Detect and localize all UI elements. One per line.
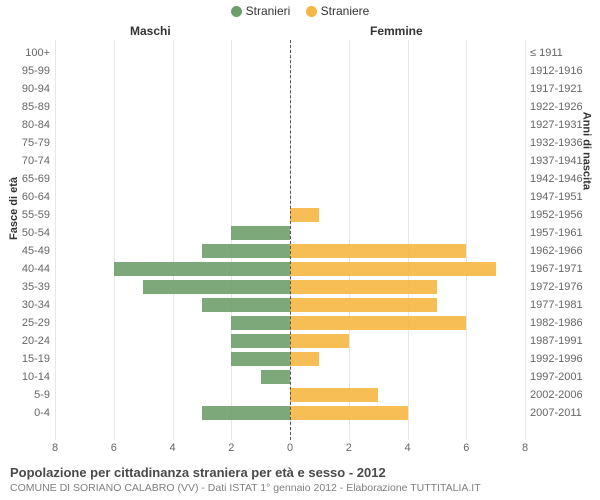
- x-tick: 8: [52, 442, 58, 454]
- bar-female: [290, 298, 437, 312]
- birth-label: 1932-1936: [530, 134, 583, 152]
- grid-line: [525, 40, 526, 440]
- bar-male: [114, 262, 290, 276]
- birth-label: 1977-1981: [530, 296, 583, 314]
- birth-label: 1942-1946: [530, 170, 583, 188]
- bar-female: [290, 244, 466, 258]
- col-title-left: Maschi: [130, 24, 171, 38]
- age-label: 0-4: [10, 404, 50, 422]
- bar-female: [290, 280, 437, 294]
- age-label: 60-64: [10, 188, 50, 206]
- footer: Popolazione per cittadinanza straniera p…: [10, 465, 590, 494]
- age-label: 75-79: [10, 134, 50, 152]
- x-tick: 4: [404, 442, 410, 454]
- x-tick: 8: [522, 442, 528, 454]
- bar-female: [290, 316, 466, 330]
- legend-label-male: Stranieri: [246, 4, 291, 18]
- birth-label: 1997-2001: [530, 368, 583, 386]
- birth-label: 2002-2006: [530, 386, 583, 404]
- x-tick: 2: [346, 442, 352, 454]
- footer-sub: COMUNE DI SORIANO CALABRO (VV) - Dati IS…: [10, 482, 590, 494]
- bar-male: [231, 334, 290, 348]
- birth-label: 1967-1971: [530, 260, 583, 278]
- legend-item-female: Straniere: [306, 4, 370, 18]
- age-label: 10-14: [10, 368, 50, 386]
- legend-swatch-male: [231, 6, 242, 17]
- col-title-right: Femmine: [370, 24, 423, 38]
- birth-label: 1947-1951: [530, 188, 583, 206]
- birth-label: 1927-1931: [530, 116, 583, 134]
- age-label: 30-34: [10, 296, 50, 314]
- birth-label: 1962-1966: [530, 242, 583, 260]
- x-tick: 2: [228, 442, 234, 454]
- x-tick: 0: [287, 442, 293, 454]
- birth-label: 1957-1961: [530, 224, 583, 242]
- age-label: 50-54: [10, 224, 50, 242]
- bar-female: [290, 352, 319, 366]
- bar-female: [290, 208, 319, 222]
- bar-male: [261, 370, 290, 384]
- center-line: [290, 40, 291, 440]
- birth-label: 1912-1916: [530, 62, 583, 80]
- age-label: 70-74: [10, 152, 50, 170]
- age-label: 95-99: [10, 62, 50, 80]
- age-label: 80-84: [10, 116, 50, 134]
- birth-label: 1987-1991: [530, 332, 583, 350]
- birth-label: 1992-1996: [530, 350, 583, 368]
- age-label: 65-69: [10, 170, 50, 188]
- age-label: 55-59: [10, 206, 50, 224]
- age-label: 100+: [10, 44, 50, 62]
- bar-male: [202, 298, 290, 312]
- bar-male: [231, 352, 290, 366]
- birth-label: 1917-1921: [530, 80, 583, 98]
- age-label: 20-24: [10, 332, 50, 350]
- age-label: 25-29: [10, 314, 50, 332]
- bar-female: [290, 388, 378, 402]
- age-label: 90-94: [10, 80, 50, 98]
- birth-label: 2007-2011: [530, 404, 582, 422]
- x-tick: 6: [463, 442, 469, 454]
- legend: Stranieri Straniere: [0, 4, 600, 20]
- legend-item-male: Stranieri: [231, 4, 291, 18]
- birth-label: 1937-1941: [530, 152, 583, 170]
- bar-female: [290, 334, 349, 348]
- age-label: 35-39: [10, 278, 50, 296]
- age-label: 40-44: [10, 260, 50, 278]
- bar-female: [290, 262, 496, 276]
- age-label: 15-19: [10, 350, 50, 368]
- age-label: 85-89: [10, 98, 50, 116]
- x-tick: 4: [169, 442, 175, 454]
- bar-male: [202, 244, 290, 258]
- birth-label: 1982-1986: [530, 314, 583, 332]
- bar-male: [143, 280, 290, 294]
- footer-title: Popolazione per cittadinanza straniera p…: [10, 465, 590, 480]
- legend-label-female: Straniere: [321, 4, 370, 18]
- bar-female: [290, 406, 408, 420]
- birth-label: 1922-1926: [530, 98, 583, 116]
- bar-male: [202, 406, 290, 420]
- chart-container: Stranieri Straniere Maschi Femmine Fasce…: [0, 0, 600, 500]
- birth-label: 1972-1976: [530, 278, 583, 296]
- birth-label: 1952-1956: [530, 206, 583, 224]
- bar-male: [231, 316, 290, 330]
- x-tick: 6: [111, 442, 117, 454]
- bar-male: [231, 226, 290, 240]
- chart-area: 022446688100+≤ 191195-991912-191690-9419…: [55, 40, 525, 440]
- birth-label: ≤ 1911: [530, 44, 563, 62]
- age-label: 45-49: [10, 242, 50, 260]
- age-label: 5-9: [10, 386, 50, 404]
- legend-swatch-female: [306, 6, 317, 17]
